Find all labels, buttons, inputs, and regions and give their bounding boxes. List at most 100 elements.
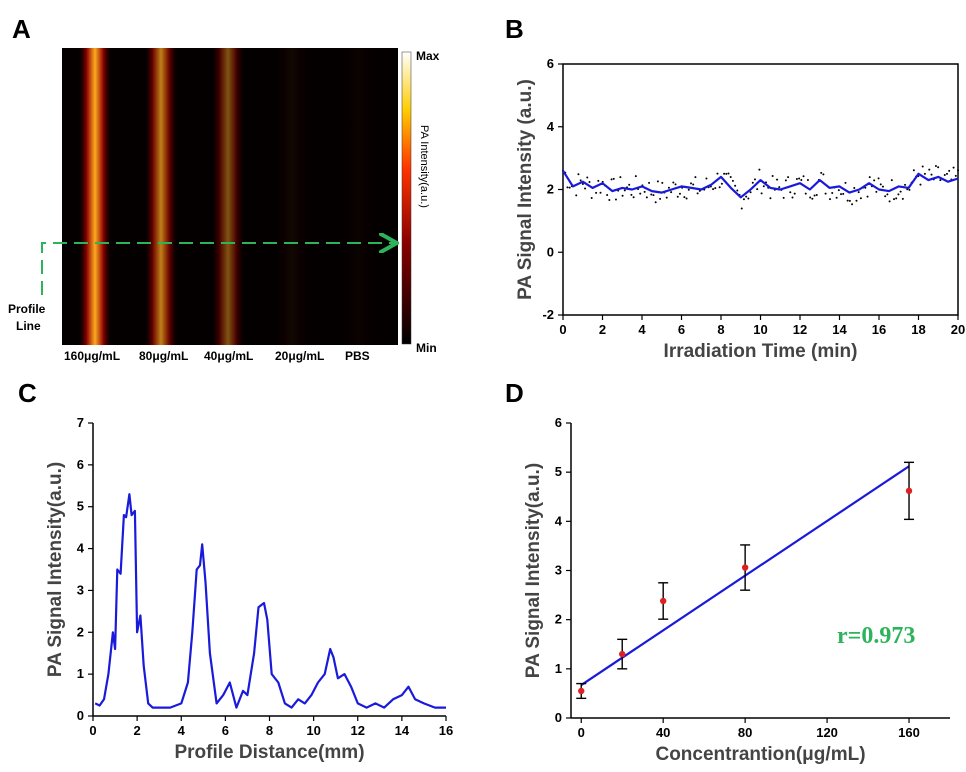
raw-data-point: [928, 168, 931, 171]
raw-data-point: [943, 173, 946, 176]
raw-data-point: [595, 191, 598, 194]
raw-data-point: [937, 166, 940, 169]
x-tick-label: 12: [793, 322, 807, 337]
raw-data-point: [837, 189, 840, 192]
raw-data-point: [868, 176, 871, 179]
panel-d-chart: r=0.973 0 40 80 120 160 0 1 2 3 4 5 6 Concentrantion…: [523, 415, 950, 765]
raw-data-point: [634, 175, 637, 178]
raw-data-point: [798, 177, 801, 180]
raw-data-point: [776, 178, 779, 181]
y-tick-label: 2: [547, 182, 554, 197]
profile-line-plot: [94, 493, 446, 709]
colorbar-label: PA Intensity(a.u.): [418, 125, 430, 208]
y-tick-label: 1: [77, 666, 84, 681]
raw-data-point: [667, 186, 670, 189]
raw-data-point: [901, 197, 904, 200]
raw-data-point: [890, 179, 893, 182]
raw-data-point: [820, 171, 823, 174]
raw-data-point: [676, 195, 679, 198]
raw-data-point: [802, 175, 805, 178]
y-tick-label: 3: [555, 563, 562, 578]
y-axis-label: PA Signal Intensity (a.u.): [515, 79, 536, 300]
raw-data-point: [714, 187, 717, 190]
raw-data-point: [652, 194, 655, 197]
raw-data-point: [824, 192, 827, 195]
raw-data-point: [800, 179, 803, 182]
raw-data-point: [912, 169, 915, 172]
x-axis-label: Concentrantion(μg/mL): [655, 744, 865, 765]
raw-data-point: [599, 191, 602, 194]
y-tick-label: 2: [555, 612, 562, 627]
raw-data-point: [723, 172, 726, 175]
raw-data-point: [886, 193, 889, 196]
colorbar-max: Max: [416, 49, 440, 63]
raw-data-point: [689, 182, 692, 185]
raw-data-point: [621, 194, 624, 197]
y-tick-label: -2: [542, 307, 554, 322]
raw-data-point: [840, 193, 843, 196]
raw-data-point: [851, 203, 854, 206]
raw-data-point: [656, 180, 659, 183]
heatmap-column-label: 40μg/mL: [204, 349, 253, 363]
raw-data-point: [584, 187, 587, 190]
y-tick-label: 0: [547, 244, 554, 259]
raw-data-point: [787, 176, 790, 179]
raw-data-point: [749, 191, 752, 194]
raw-data-point: [948, 169, 951, 172]
raw-data-point: [893, 198, 896, 201]
raw-data-point: [727, 172, 730, 175]
raw-data-point: [650, 193, 653, 196]
y-tick-label: 5: [555, 464, 562, 479]
raw-data-point: [864, 186, 867, 189]
x-tick-label: 8: [266, 723, 273, 738]
raw-data-point: [831, 192, 834, 195]
raw-data-point: [566, 186, 569, 189]
raw-data-point: [577, 173, 580, 176]
heatmap-column-label: PBS: [345, 349, 370, 363]
panel-letter-b: B: [505, 14, 524, 44]
axes-frame: [562, 63, 959, 316]
raw-data-point: [729, 176, 732, 179]
raw-data-point: [645, 196, 648, 199]
raw-data-point: [614, 198, 617, 201]
y-tick-label: 6: [547, 56, 554, 71]
raw-data-point: [923, 172, 926, 175]
x-tick-label: 12: [351, 723, 365, 738]
raw-data-point: [758, 168, 761, 171]
raw-data-point: [848, 199, 851, 202]
y-tick-label: 0: [555, 710, 562, 725]
y-tick-label: 0: [77, 708, 84, 723]
raw-data-point: [760, 192, 763, 195]
x-tick-label: 14: [832, 322, 847, 337]
heatmap-column-label: 80μg/mL: [139, 349, 188, 363]
raw-data-point: [623, 189, 626, 192]
heatmap-column-label: 20μg/mL: [275, 349, 324, 363]
y-tick-label: 4: [77, 541, 85, 556]
raw-data-point: [579, 179, 582, 182]
heatmap-column: [275, 48, 309, 345]
x-tick-label: 18: [911, 322, 925, 337]
data-point: [905, 487, 913, 495]
panel-letter-a: A: [12, 14, 31, 44]
raw-data-point: [842, 192, 845, 195]
raw-data-point: [822, 173, 825, 176]
raw-data-point: [736, 189, 739, 192]
raw-data-point: [895, 197, 898, 200]
heatmap-column-labels: 160μg/mL 80μg/mL 40μg/mL 20μg/mL PBS: [64, 349, 370, 363]
heatmap-columns: [78, 48, 309, 345]
colorbar: [401, 51, 412, 345]
raw-data-point: [696, 192, 699, 195]
raw-data-point: [897, 193, 900, 196]
raw-data-point: [857, 191, 860, 194]
raw-data-point: [661, 181, 664, 184]
raw-data-point: [628, 183, 631, 186]
correlation-annotation: r=0.973: [837, 623, 915, 649]
x-tick-label: 2: [599, 322, 606, 337]
panel-a-heatmap: Max Min PA Intensity(a.u.) Profile Line …: [8, 48, 440, 363]
raw-data-point: [884, 195, 887, 198]
x-tick-label: 0: [559, 322, 566, 337]
raw-data-point: [762, 185, 765, 188]
x-tick-label: 120: [816, 725, 838, 740]
raw-data-point: [725, 172, 728, 175]
